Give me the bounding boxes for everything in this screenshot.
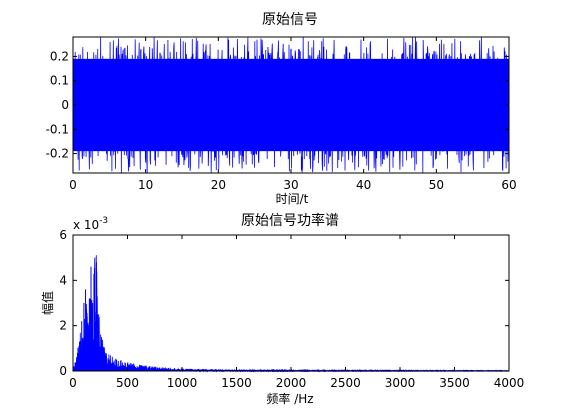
x-tick-label: 10 — [138, 178, 153, 192]
x-tick-label: 20 — [211, 178, 226, 192]
top-x-label: 时间/t — [276, 192, 309, 206]
top-y-ticks: -0.2 -0.1 0 0.1 0.2 — [46, 49, 509, 161]
y-tick-label: 4 — [59, 273, 67, 287]
x-tick-label: 1500 — [221, 376, 252, 390]
y-tick-label: 0 — [59, 364, 67, 378]
y-multiplier: x 10-3 — [73, 216, 108, 232]
y-tick-label: -0.2 — [46, 147, 69, 161]
y-multiplier-exponent: -3 — [99, 216, 108, 226]
top-axes: 原始信号 0 10 20 30 40 50 60 -0.2 -0.1 0 0.1 0.2 时间/t — [46, 12, 517, 206]
x-tick-label: 50 — [429, 178, 444, 192]
x-tick-label: 2500 — [330, 376, 361, 390]
bottom-axes: 原始信号功率谱 x 10-3 0 500 1000 1500 2000 2500 3000 3… — [40, 212, 524, 406]
x-tick-label: 3000 — [385, 376, 416, 390]
x-tick-label: 2000 — [276, 376, 307, 390]
top-signal-group — [72, 37, 510, 173]
x-tick-label: 1000 — [167, 376, 198, 390]
x-tick-label: 60 — [501, 178, 516, 192]
x-tick-label: 30 — [283, 178, 298, 192]
y-tick-label: -0.1 — [46, 122, 69, 136]
bottom-title: 原始信号功率谱 — [241, 212, 339, 229]
top-title: 原始信号 — [262, 12, 318, 28]
y-tick-label: 0 — [61, 98, 69, 112]
bottom-x-label: 频率 /Hz — [266, 391, 313, 406]
y-tick-label: 6 — [59, 228, 67, 242]
top-x-ticks: 0 10 20 30 40 50 60 — [69, 37, 517, 192]
bottom-y-label: 幅值 — [40, 291, 55, 315]
x-tick-label: 3500 — [439, 376, 470, 390]
signal-line — [72, 37, 510, 173]
y-tick-label: 2 — [59, 319, 67, 333]
y-tick-label: 0.1 — [50, 74, 69, 88]
bottom-x-ticks: 0 500 1000 1500 2000 2500 3000 3500 4000 — [69, 235, 524, 390]
x-tick-label: 0 — [69, 178, 77, 192]
x-tick-label: 40 — [356, 178, 371, 192]
x-tick-label: 0 — [69, 376, 77, 390]
y-multiplier-base: x 10 — [73, 218, 99, 232]
x-tick-label: 4000 — [494, 376, 525, 390]
x-tick-label: 500 — [116, 376, 139, 390]
bottom-y-ticks: 0 2 4 6 — [59, 228, 509, 378]
y-tick-label: 0.2 — [50, 49, 69, 63]
